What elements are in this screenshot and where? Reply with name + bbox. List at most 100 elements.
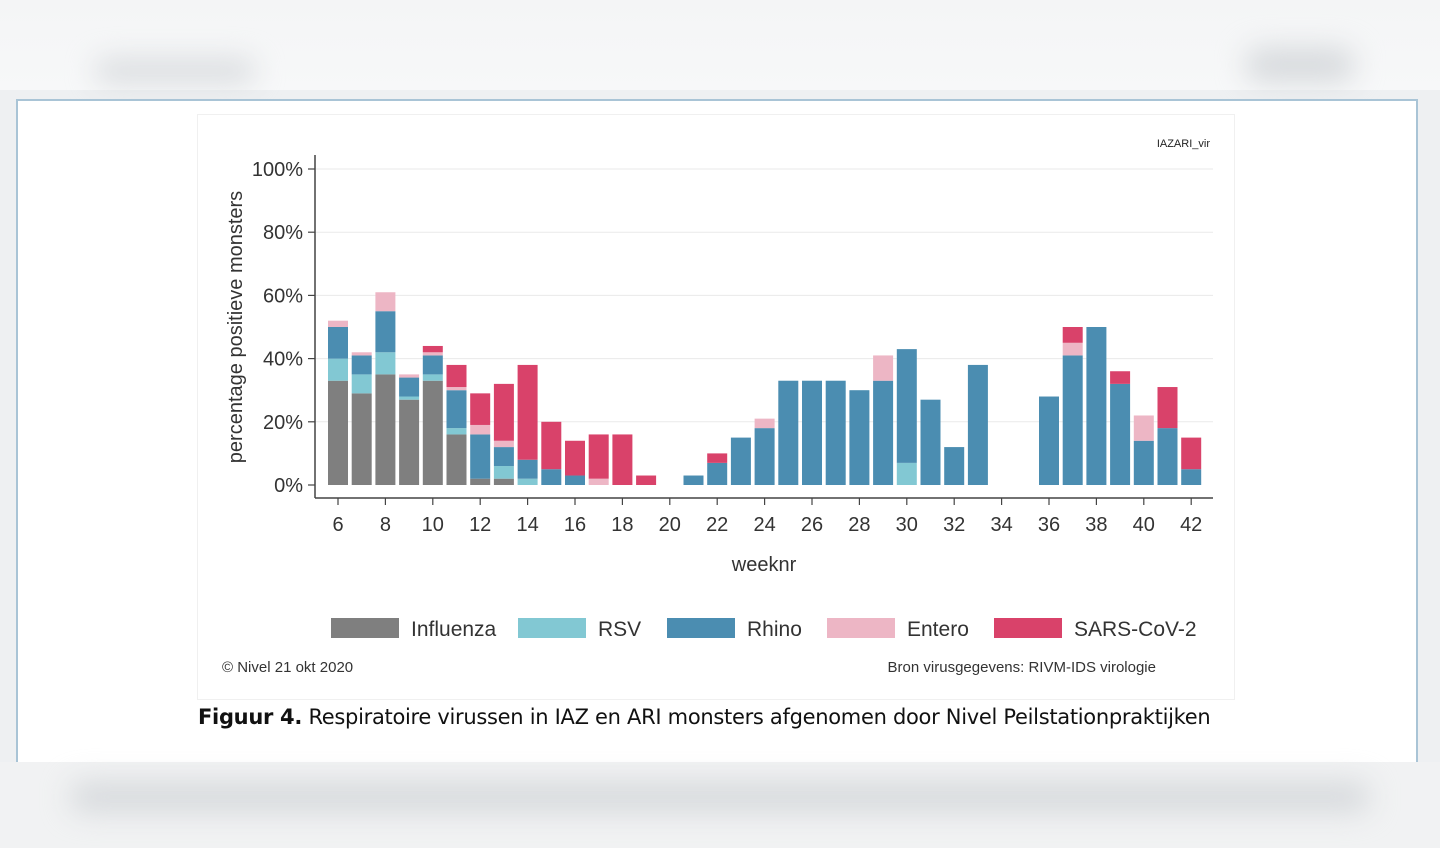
- bar-week-12-rhino: [470, 434, 491, 479]
- bar-week-15-sars-cov-2: [541, 421, 562, 470]
- bar-week-8-entero: [375, 292, 396, 312]
- x-tick-label: 32: [943, 514, 965, 536]
- bar-week-28-rhino: [849, 390, 870, 485]
- bar-week-42-sars-cov-2: [1181, 437, 1202, 470]
- bar-week-7-entero: [351, 352, 372, 356]
- bar-week-14-rhino: [517, 459, 538, 479]
- bar-week-39-rhino: [1110, 383, 1131, 485]
- bar-week-27-rhino: [825, 380, 846, 485]
- top-blurred-area: [0, 0, 1440, 90]
- bar-week-12-sars-cov-2: [470, 393, 491, 425]
- x-tick-label: 8: [380, 514, 391, 536]
- bar-week-33-rhino: [967, 364, 988, 485]
- bar-week-30-rhino: [896, 349, 917, 463]
- x-tick-label: 6: [332, 514, 343, 536]
- y-tick-label: 60%: [263, 285, 303, 307]
- bar-week-29-rhino: [873, 380, 894, 485]
- legend-label: Rhino: [747, 618, 802, 641]
- legend-label: SARS-CoV-2: [1074, 618, 1197, 641]
- bar-week-25-rhino: [778, 380, 799, 485]
- bar-week-10-entero: [422, 352, 443, 356]
- x-tick-label: 20: [659, 514, 681, 536]
- bar-week-11-rhino: [446, 390, 467, 429]
- x-tick-label: 36: [1038, 514, 1060, 536]
- bar-week-37-sars-cov-2: [1062, 327, 1083, 343]
- y-tick-label: 40%: [263, 349, 303, 371]
- bar-week-23-rhino: [730, 437, 751, 485]
- bar-week-11-sars-cov-2: [446, 364, 467, 388]
- bar-week-36-rhino: [1039, 396, 1059, 485]
- y-tick-label: 20%: [263, 412, 303, 434]
- bar-week-10-rhino: [422, 355, 443, 375]
- stacked-bar-chart: 0% 20% 40% 60% 80% 100% 6 8 10 12 14 16 18 20 22 24 26 2…: [222, 138, 1213, 676]
- bar-week-8-rsv: [375, 352, 396, 375]
- bottom-blurred-area: [0, 762, 1440, 848]
- bar-week-12-entero: [470, 424, 491, 435]
- chart-panel: 0% 20% 40% 60% 80% 100% 6 8 10 12 14 16 18 20 22 24 26 2…: [197, 114, 1235, 700]
- bar-week-11-entero: [446, 387, 467, 391]
- y-axis-label: percentage positieve monsters: [225, 191, 247, 463]
- bar-week-8-influenza: [375, 374, 396, 485]
- caption-text: Respiratoire virussen in IAZ en ARI mons…: [308, 705, 1211, 729]
- bar-week-6-influenza: [328, 380, 348, 485]
- figure-caption: Figuur 4. Respiratoire virussen in IAZ e…: [198, 705, 1298, 729]
- footer-source: Bron virusgegevens: RIVM-IDS virologie: [888, 659, 1156, 676]
- bar-week-19-sars-cov-2: [636, 475, 657, 485]
- x-tick-label: 30: [896, 514, 918, 536]
- bar-week-7-rsv: [351, 374, 372, 394]
- bar-week-40-entero: [1133, 415, 1154, 441]
- bar-week-14-sars-cov-2: [517, 364, 538, 460]
- y-tick-label: 100%: [252, 159, 303, 181]
- bar-week-38-rhino: [1086, 327, 1107, 485]
- bar-week-16-rhino: [565, 475, 585, 485]
- x-ticks: 6 8 10 12 14 16 18 20 22 24 26 28 30 32 34 36 38 40 42: [332, 498, 1202, 536]
- x-tick-label: 28: [848, 514, 870, 536]
- legend-swatch-rhino: [667, 618, 735, 638]
- bar-week-40-rhino: [1133, 440, 1154, 485]
- blurred-text-bottom: [70, 782, 1370, 812]
- x-tick-label: 18: [611, 514, 633, 536]
- legend-swatch-entero: [827, 618, 895, 638]
- legend-label: Influenza: [411, 618, 497, 641]
- bar-week-12-influenza: [470, 478, 491, 485]
- bar-week-7-influenza: [351, 393, 372, 485]
- bar-week-18-sars-cov-2: [612, 434, 633, 485]
- bar-week-22-rhino: [707, 462, 728, 485]
- legend-label: RSV: [598, 618, 641, 641]
- bar-week-26-rhino: [802, 380, 822, 485]
- bar-week-9-rsv: [399, 396, 420, 400]
- bar-week-11-influenza: [446, 434, 467, 485]
- bar-week-30-rsv: [896, 462, 917, 485]
- bar-week-6-rsv: [328, 358, 348, 381]
- bar-week-9-rhino: [399, 377, 420, 397]
- y-tick-label: 80%: [263, 222, 303, 244]
- bar-week-24-entero: [754, 418, 775, 429]
- bar-week-13-rhino: [493, 447, 514, 467]
- bar-week-32-rhino: [944, 447, 965, 485]
- bar-week-9-influenza: [399, 399, 420, 485]
- x-tick-label: 42: [1180, 514, 1202, 536]
- legend-swatch-rsv: [518, 618, 586, 638]
- bar-week-13-influenza: [493, 478, 514, 485]
- x-tick-label: 24: [753, 514, 775, 536]
- bar-week-22-sars-cov-2: [707, 453, 728, 463]
- bar-week-31-rhino: [920, 399, 941, 485]
- bar-week-10-influenza: [422, 380, 443, 485]
- bar-week-37-entero: [1062, 342, 1083, 356]
- bar-week-17-entero: [588, 478, 609, 485]
- x-tick-label: 10: [422, 514, 444, 536]
- bar-week-13-entero: [493, 440, 514, 448]
- bar-week-16-sars-cov-2: [565, 440, 585, 476]
- x-tick-label: 38: [1085, 514, 1107, 536]
- bar-week-10-sars-cov-2: [422, 345, 443, 353]
- bar-week-39-sars-cov-2: [1110, 371, 1131, 384]
- bars: [328, 292, 1202, 485]
- x-tick-label: 14: [516, 514, 538, 536]
- blurred-button-right: [1245, 48, 1355, 82]
- chart-tag: IAZARI_vir: [1157, 138, 1211, 150]
- bar-week-15-rhino: [541, 469, 562, 485]
- x-tick-label: 16: [564, 514, 586, 536]
- bar-week-41-rhino: [1157, 428, 1178, 485]
- blurred-text-left: [95, 60, 255, 82]
- y-tick-label: 0%: [274, 475, 303, 497]
